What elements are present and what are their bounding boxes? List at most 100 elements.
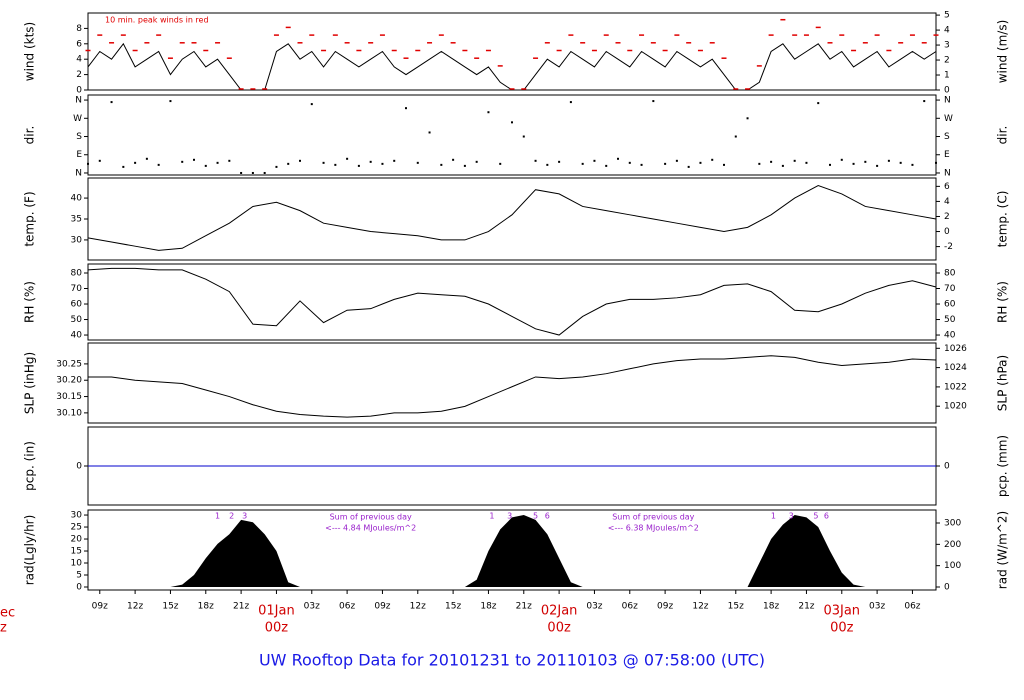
point (452, 158, 455, 161)
point (181, 160, 184, 163)
y2-tick-label: 2 (944, 56, 950, 66)
hour-mark: 6 (824, 512, 829, 521)
y-tick-label: 15 (71, 547, 82, 557)
point (134, 161, 137, 164)
y2-tick-label: 100 (944, 561, 961, 571)
point (193, 158, 195, 161)
y-tick-label: 35 (71, 215, 82, 225)
point (110, 101, 113, 104)
hour-mark: 3 (507, 512, 512, 521)
point (723, 163, 725, 166)
x-tick-label: 15z (445, 602, 461, 612)
hour-mark: 1 (771, 512, 776, 521)
point (122, 165, 125, 168)
point (405, 107, 407, 110)
y2-tick-label: N (944, 96, 951, 106)
y-tick-label: 0 (76, 462, 82, 472)
point (805, 161, 808, 164)
x-tick-label: 03z (586, 602, 602, 612)
point (357, 164, 360, 167)
y-tick-label: 30.15 (56, 392, 82, 402)
y-tick-label: S (76, 132, 82, 142)
y-tick-label: 50 (71, 315, 83, 325)
point (228, 159, 231, 162)
y-tick-label: 10 (71, 559, 83, 569)
point (263, 171, 266, 174)
point (699, 161, 702, 164)
y-tick-label: 6 (76, 39, 82, 49)
y2-tick-label: N (944, 168, 951, 178)
y-tick-label: N (75, 96, 82, 106)
x-tick-label: 09z (92, 602, 108, 612)
point (334, 163, 337, 166)
point (817, 102, 820, 105)
point (664, 162, 667, 165)
point (628, 161, 631, 164)
point (593, 159, 596, 162)
y2-tick-label: 0 (944, 583, 950, 593)
y2-tick-label: 1026 (944, 344, 967, 354)
hour-mark: 5 (533, 512, 538, 521)
note: Sum of previous day (612, 513, 694, 522)
y2-tick-label: 5 (944, 11, 950, 21)
point (416, 161, 419, 164)
y2-axis-title: wind (m/s) (996, 20, 1010, 84)
y2-axis-title: rad (W/m^2) (996, 511, 1010, 589)
x-tick-label: 00z (265, 621, 289, 636)
y-tick-label: 8 (76, 24, 82, 34)
annotation: 10 min. peak winds in red (105, 16, 209, 25)
point (393, 159, 396, 162)
point (793, 159, 796, 162)
point (87, 162, 89, 165)
point (251, 171, 254, 174)
y2-tick-label: 3 (944, 41, 950, 51)
point (829, 163, 831, 166)
point (511, 121, 513, 124)
y2-tick-label: 1022 (944, 382, 967, 392)
y-tick-label: 70 (71, 284, 83, 294)
x-tick-label: 21z (798, 602, 814, 612)
y-tick-label: 30.10 (56, 408, 82, 418)
y-tick-label: 4 (76, 55, 82, 65)
point (287, 162, 290, 165)
point (569, 101, 572, 104)
y-tick-label: N (75, 168, 82, 178)
data-area (88, 515, 936, 588)
x-tick-label: 03z (304, 602, 320, 612)
x-tick-label: 06z (622, 602, 638, 612)
point (675, 159, 678, 162)
point (770, 160, 773, 163)
point (652, 100, 655, 103)
data-line (87, 184, 937, 251)
y-tick-label: 40 (71, 331, 83, 341)
y2-tick-label: -2 (944, 242, 953, 252)
x-tick-label: 15z (162, 602, 178, 612)
point (522, 135, 525, 138)
x-tick-label: 00z (547, 621, 571, 636)
point (499, 162, 502, 165)
panel-frame (87, 509, 937, 591)
y-tick-label: 60 (71, 300, 83, 310)
point (346, 157, 349, 160)
x-tick-label: 21z (233, 602, 249, 612)
x-tick-label: 12z (127, 602, 143, 612)
x-tick-label: 03z (869, 602, 885, 612)
point (711, 158, 714, 161)
point (876, 164, 879, 167)
y-axis-title: SLP (inHg) (23, 352, 37, 414)
y2-tick-label: 4 (944, 26, 950, 36)
y-tick-label: 2 (76, 70, 82, 80)
y2-tick-label: 200 (944, 540, 961, 550)
y-axis-title: dir. (23, 126, 37, 145)
x-tick-label: 21z (516, 602, 532, 612)
x-tick-label: 06z (904, 602, 920, 612)
y-tick-label: W (73, 114, 82, 124)
hour-mark: 6 (545, 512, 550, 521)
y-tick-label: 30 (71, 235, 83, 245)
y2-tick-label: 2 (944, 212, 950, 222)
y2-axis-title: temp. (C) (996, 191, 1010, 248)
hour-mark: 2 (229, 512, 234, 521)
y2-tick-label: 70 (944, 284, 956, 294)
point (640, 163, 643, 166)
point (322, 161, 325, 164)
